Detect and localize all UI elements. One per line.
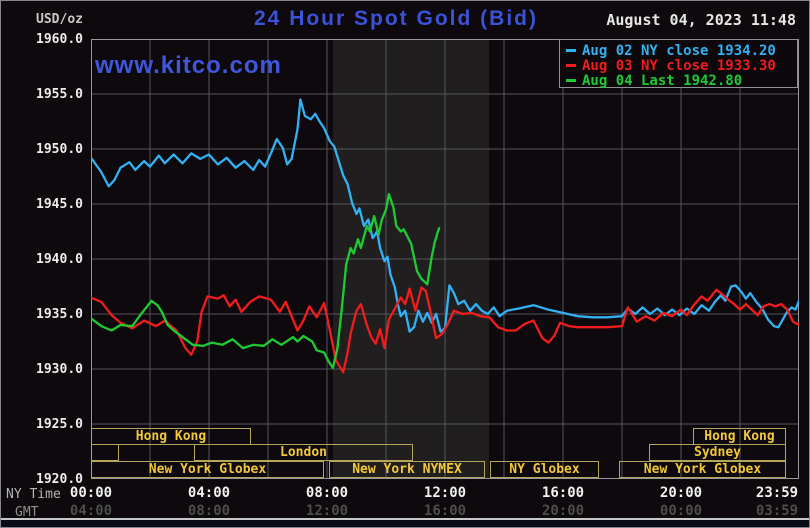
session-bar-new-york-nymex: New York NYMEX bbox=[329, 461, 485, 478]
y-axis-tick: 1960.0 bbox=[36, 32, 83, 47]
chart-canvas bbox=[91, 39, 799, 479]
x-axis-gmt-tick: 12:00 bbox=[305, 503, 349, 519]
session-bar-ny-globex: NY Globex bbox=[490, 461, 599, 478]
y-axis-tick: 1930.0 bbox=[36, 362, 83, 377]
session-bar-hong-kong: Hong Kong bbox=[91, 428, 251, 445]
y-axis-tick: 1925.0 bbox=[36, 417, 83, 432]
session-bar-new-york-globex: New York Globex bbox=[91, 461, 324, 478]
chart-datetime: August 04, 2023 11:48 bbox=[606, 11, 796, 29]
legend-label: Aug 04 Last 1942.80 bbox=[582, 72, 743, 89]
gmt-axis-label: GMT bbox=[15, 505, 39, 520]
session-bar-new-york-globex: New York Globex bbox=[619, 461, 786, 478]
bottom-strip bbox=[1, 518, 809, 527]
x-axis-gmt-tick: 08:00 bbox=[187, 503, 231, 519]
x-axis-ny-tick: 08:00 bbox=[305, 485, 349, 501]
ny-time-axis-label: NY Time bbox=[6, 487, 61, 502]
x-axis-gmt-tick: 00:00 bbox=[659, 503, 703, 519]
session-bar-unlabeled bbox=[91, 444, 119, 461]
y-axis-unit-label: USD/oz bbox=[36, 12, 83, 27]
legend-label: Aug 02 NY close 1934.20 bbox=[582, 42, 776, 59]
x-axis-gmt-tick: 16:00 bbox=[423, 503, 467, 519]
kitco-watermark: www.kitco.com bbox=[95, 52, 282, 79]
legend-dash-icon bbox=[566, 79, 576, 82]
chart-title: 24 Hour Spot Gold (Bid) bbox=[254, 7, 538, 30]
series-line-aug-02 bbox=[91, 98, 799, 333]
session-bar-london: London bbox=[194, 444, 413, 461]
chart-plot-area: www.kitco.com Hong Kong Hong Kong London Sy… bbox=[91, 39, 799, 479]
x-axis-gmt-tick: 03:59 bbox=[755, 503, 799, 519]
y-axis-tick: 1955.0 bbox=[36, 87, 83, 102]
x-axis-gmt-tick: 20:00 bbox=[541, 503, 585, 519]
x-axis-ny-tick: 00:00 bbox=[69, 485, 113, 501]
legend-label: Aug 03 NY close 1933.30 bbox=[582, 57, 776, 74]
x-axis-ny-tick: 23:59 bbox=[755, 485, 799, 501]
y-axis-tick: 1920.0 bbox=[36, 472, 83, 487]
x-axis-gmt-tick: 04:00 bbox=[69, 503, 113, 519]
x-axis-ny-tick: 20:00 bbox=[659, 485, 703, 501]
legend-dash-icon bbox=[566, 49, 576, 52]
plot-border bbox=[91, 39, 799, 479]
x-axis-ny-tick: 04:00 bbox=[187, 485, 231, 501]
y-axis-tick: 1945.0 bbox=[36, 197, 83, 212]
x-axis-ny-tick: 12:00 bbox=[423, 485, 467, 501]
series-line-aug-03 bbox=[91, 286, 799, 374]
legend-item-aug-02: Aug 02 NY close 1934.20 bbox=[566, 42, 797, 59]
x-axis-ny-tick: 16:00 bbox=[541, 485, 585, 501]
y-axis-tick: 1935.0 bbox=[36, 307, 83, 322]
y-axis-tick: 1950.0 bbox=[36, 142, 83, 157]
legend-item-aug-03: Aug 03 NY close 1933.30 bbox=[566, 57, 797, 74]
session-bar-sydney: Sydney bbox=[649, 444, 786, 461]
session-bar-hong-kong: Hong Kong bbox=[693, 428, 786, 445]
legend-item-aug-04: Aug 04 Last 1942.80 bbox=[566, 72, 797, 89]
y-axis-tick: 1940.0 bbox=[36, 252, 83, 267]
chart-legend: Aug 02 NY close 1934.20 Aug 03 NY close 1… bbox=[559, 39, 798, 89]
series-line-aug-04 bbox=[91, 192, 441, 370]
legend-dash-icon bbox=[566, 64, 576, 67]
